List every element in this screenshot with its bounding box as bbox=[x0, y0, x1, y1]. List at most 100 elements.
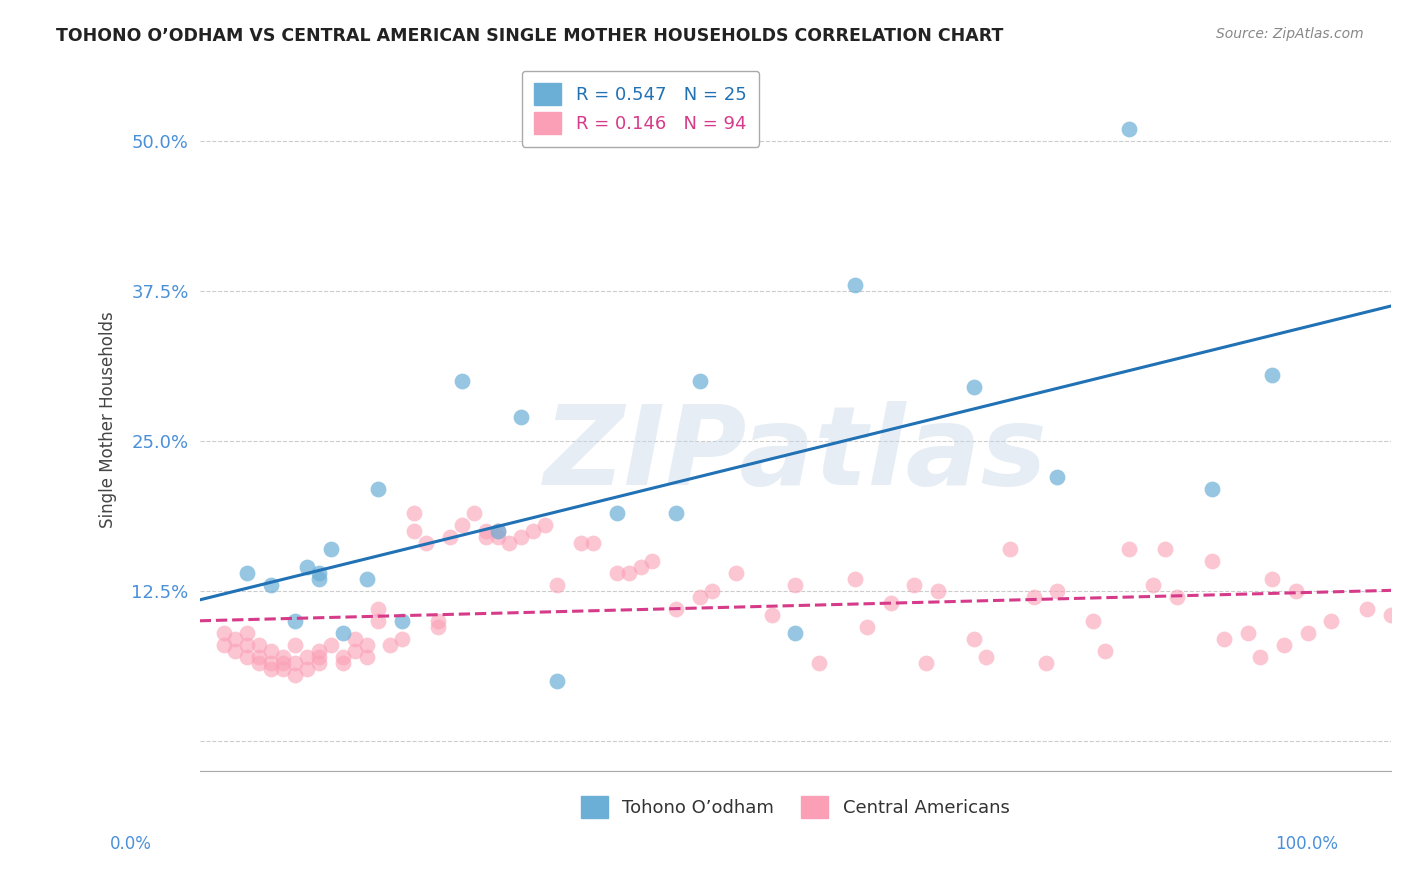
Point bbox=[617, 566, 640, 580]
Point bbox=[308, 566, 330, 580]
Point bbox=[1249, 649, 1271, 664]
Text: 100.0%: 100.0% bbox=[1275, 835, 1339, 853]
Point bbox=[356, 638, 378, 652]
Point bbox=[391, 632, 413, 646]
Point bbox=[284, 656, 307, 670]
Point bbox=[689, 374, 711, 388]
Point bbox=[367, 482, 389, 496]
Point bbox=[915, 656, 938, 670]
Point bbox=[546, 673, 568, 688]
Point bbox=[963, 632, 986, 646]
Point bbox=[1285, 583, 1308, 598]
Point bbox=[785, 577, 807, 591]
Point bbox=[343, 643, 366, 657]
Point bbox=[284, 638, 307, 652]
Point bbox=[1355, 601, 1378, 615]
Text: Source: ZipAtlas.com: Source: ZipAtlas.com bbox=[1216, 27, 1364, 41]
Point bbox=[308, 656, 330, 670]
Point bbox=[284, 614, 307, 628]
Point bbox=[1320, 614, 1343, 628]
Point bbox=[1272, 638, 1295, 652]
Point bbox=[974, 649, 997, 664]
Point bbox=[212, 638, 235, 652]
Point bbox=[308, 643, 330, 657]
Point bbox=[260, 577, 283, 591]
Point bbox=[284, 667, 307, 681]
Point bbox=[356, 572, 378, 586]
Point bbox=[522, 524, 544, 538]
Point bbox=[1083, 614, 1105, 628]
Point bbox=[1201, 482, 1223, 496]
Point bbox=[224, 643, 246, 657]
Point bbox=[343, 632, 366, 646]
Point bbox=[319, 638, 342, 652]
Point bbox=[236, 649, 259, 664]
Point bbox=[630, 559, 652, 574]
Point bbox=[332, 656, 354, 670]
Point bbox=[474, 530, 496, 544]
Text: 0.0%: 0.0% bbox=[110, 835, 152, 853]
Point bbox=[1094, 643, 1116, 657]
Point bbox=[486, 530, 509, 544]
Point bbox=[498, 535, 520, 549]
Point bbox=[1022, 590, 1045, 604]
Point bbox=[247, 656, 270, 670]
Point bbox=[271, 656, 294, 670]
Point bbox=[534, 517, 557, 532]
Point bbox=[474, 524, 496, 538]
Point bbox=[332, 649, 354, 664]
Point bbox=[308, 649, 330, 664]
Point bbox=[1142, 577, 1164, 591]
Point bbox=[260, 656, 283, 670]
Point bbox=[439, 530, 461, 544]
Point bbox=[450, 517, 472, 532]
Point bbox=[1046, 583, 1069, 598]
Point bbox=[236, 625, 259, 640]
Point bbox=[1153, 541, 1175, 556]
Point bbox=[247, 638, 270, 652]
Point bbox=[260, 662, 283, 676]
Point bbox=[463, 506, 485, 520]
Point bbox=[963, 379, 986, 393]
Point bbox=[1261, 368, 1284, 382]
Point bbox=[404, 524, 426, 538]
Point bbox=[1201, 554, 1223, 568]
Point bbox=[689, 590, 711, 604]
Point bbox=[415, 535, 437, 549]
Point bbox=[427, 614, 450, 628]
Point bbox=[724, 566, 747, 580]
Point bbox=[1296, 625, 1319, 640]
Point bbox=[450, 374, 472, 388]
Point bbox=[844, 572, 866, 586]
Point bbox=[1379, 607, 1402, 622]
Point bbox=[247, 649, 270, 664]
Point bbox=[606, 506, 628, 520]
Point bbox=[486, 524, 509, 538]
Point bbox=[510, 530, 533, 544]
Point bbox=[844, 277, 866, 292]
Point bbox=[295, 662, 318, 676]
Text: ZIPatlas: ZIPatlas bbox=[544, 401, 1047, 508]
Point bbox=[641, 554, 664, 568]
Point bbox=[1237, 625, 1260, 640]
Point bbox=[271, 649, 294, 664]
Point bbox=[927, 583, 949, 598]
Point bbox=[295, 649, 318, 664]
Point bbox=[1166, 590, 1188, 604]
Point bbox=[486, 524, 509, 538]
Point bbox=[1213, 632, 1236, 646]
Point bbox=[367, 614, 389, 628]
Point bbox=[606, 566, 628, 580]
Point bbox=[510, 409, 533, 424]
Point bbox=[212, 625, 235, 640]
Point bbox=[582, 535, 605, 549]
Point bbox=[332, 625, 354, 640]
Point bbox=[700, 583, 723, 598]
Point bbox=[665, 601, 688, 615]
Y-axis label: Single Mother Households: Single Mother Households bbox=[100, 311, 117, 528]
Point bbox=[391, 614, 413, 628]
Point bbox=[319, 541, 342, 556]
Point bbox=[271, 662, 294, 676]
Point bbox=[1261, 572, 1284, 586]
Point bbox=[236, 566, 259, 580]
